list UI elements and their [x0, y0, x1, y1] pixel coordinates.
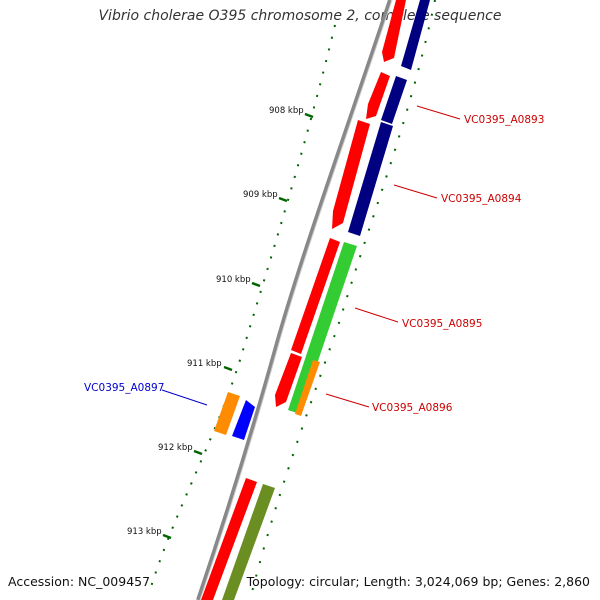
cds-arrow [201, 478, 257, 600]
gene-bar-orange-left [214, 392, 240, 435]
tick-label-913: 913 kbp [127, 527, 162, 537]
gene-bar-olive [222, 484, 275, 600]
gene-label-a0895: VC0395_A0895 [402, 318, 482, 330]
backbone-line [196, 0, 392, 600]
tick-label-911: 911 kbp [187, 359, 222, 369]
cds-arrow [382, 0, 406, 62]
gene-label-a0893: VC0395_A0893 [464, 114, 544, 126]
cds-arrow [275, 353, 302, 407]
tick-label-910: 910 kbp [216, 275, 251, 285]
gene-label-a0897: VC0395_A0897 [84, 382, 164, 394]
gene-bar-dark-blue [348, 122, 393, 236]
gene-label-a0894: VC0395_A0894 [441, 193, 522, 205]
gene-label-a0896: VC0395_A0896 [372, 402, 453, 414]
cds-arrow [366, 72, 390, 119]
accession-text: Accession: NC_009457 [8, 574, 151, 589]
cds-features [201, 0, 406, 600]
backbone-highlight [199, 0, 393, 600]
gene-bar-dark-blue [381, 76, 407, 124]
leader-lines [161, 105, 461, 408]
cds-arrow [291, 238, 340, 354]
gene-bar-green [288, 242, 357, 414]
dark-blue-features [348, 0, 430, 236]
tick-label-909: 909 kbp [243, 190, 278, 200]
cds-arrow [332, 120, 370, 229]
tick-label-912: 912 kbp [158, 443, 193, 453]
gene-bar-dark-blue [401, 0, 430, 70]
inner-dotted-track [249, 0, 436, 600]
tick-label-908: 908 kbp [269, 106, 304, 116]
summary-text: Topology: circular; Length: 3,024,069 bp… [246, 574, 590, 589]
tick-track [149, 24, 336, 591]
gene-arrow-blue [232, 400, 255, 440]
major-ticks [162, 112, 314, 540]
gene-bar-orange [295, 360, 320, 416]
